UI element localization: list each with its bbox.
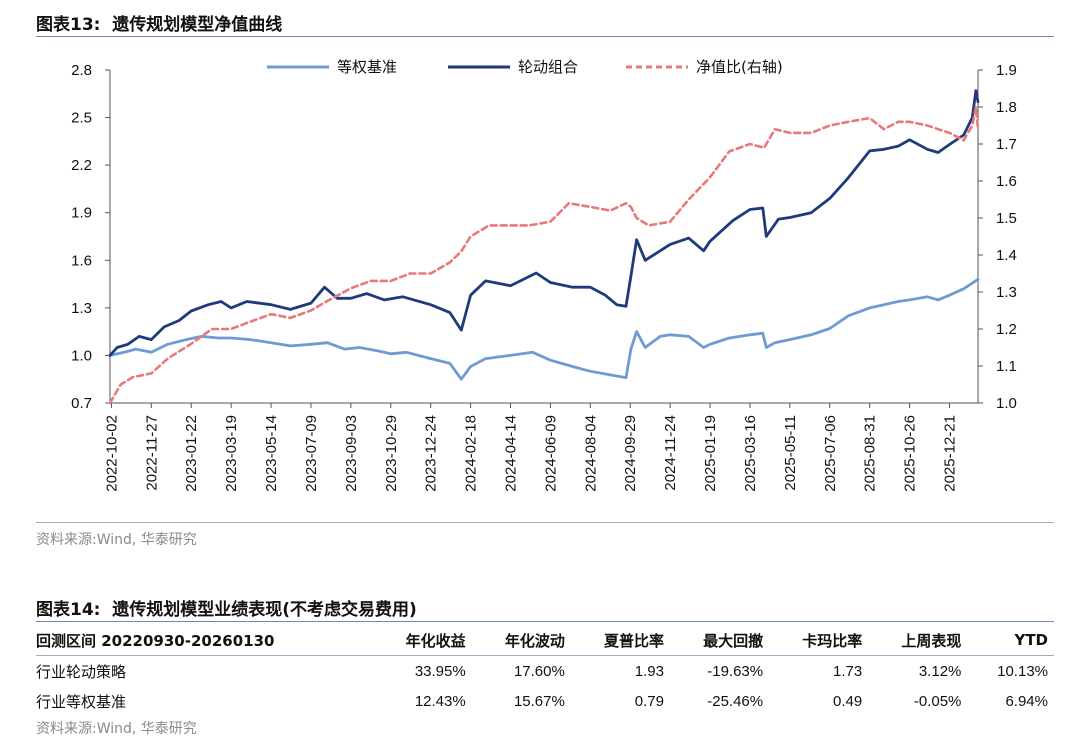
table-cell: 33.95%: [414, 662, 466, 680]
series-layer: [108, 89, 980, 405]
col-header-calmar: 卡玛比率: [802, 631, 863, 650]
right-tick-label: 1.0: [996, 395, 1017, 412]
figure-13-source: 资料来源:Wind, 华泰研究: [36, 532, 197, 548]
left-tick-label: 2.8: [71, 62, 92, 79]
table-header-row: 回测区间 20220930-20260130 年化收益 年化波动 夏普比率 最大…: [36, 625, 1054, 656]
row-label: 行业等权基准: [36, 692, 127, 711]
x-tick-label: 2025-08-31: [862, 415, 879, 492]
row-label: 行业轮动策略: [36, 662, 127, 681]
table-row: 行业等权基准 12.43% 15.67% 0.79 -25.46% 0.49 -…: [36, 686, 1054, 716]
table-cell: 12.43%: [414, 692, 466, 710]
table-cell: 10.13%: [997, 662, 1048, 680]
figure-14-source: 资料来源:Wind, 华泰研究: [36, 721, 197, 737]
x-tick-label: 2023-10-29: [383, 415, 400, 492]
right-tick-label: 1.9: [996, 62, 1017, 79]
axes-layer: 0.7 1.0 1.3 1.6 1.9 2.2 2.5 2.8 1.0 1.1 1.2 1.3 1.4 1…: [71, 62, 1017, 492]
right-tick-label: 1.1: [996, 358, 1017, 375]
table-top-rule: [36, 621, 1054, 622]
x-tick-label: 2025-07-06: [822, 415, 839, 492]
series-line-0: [108, 277, 980, 381]
left-tick-label: 1.0: [71, 347, 92, 364]
x-tick-label: 2024-02-18: [463, 415, 480, 492]
col-header-max-drawdown: 最大回撤: [703, 631, 764, 650]
table-cell: 1.93: [634, 662, 664, 680]
table-cell: 15.67%: [513, 692, 565, 710]
right-tick-label: 1.6: [996, 173, 1017, 190]
performance-table: 回测区间 20220930-20260130 年化收益 年化波动 夏普比率 最大…: [36, 625, 1054, 716]
table-row: 行业轮动策略 33.95% 17.60% 1.93 -19.63% 1.73 3…: [36, 656, 1054, 687]
right-tick-label: 1.5: [996, 210, 1017, 227]
x-tick-label: 2025-05-11: [782, 415, 799, 491]
title-underline: [36, 36, 1054, 37]
x-tick-label: 2025-10-26: [902, 415, 919, 492]
col-header-annual-vol: 年化波动: [504, 631, 565, 650]
x-tick-label: 2025-01-19: [702, 415, 719, 492]
x-tick-label: 2022-10-02: [103, 415, 120, 492]
x-tick-label: 2023-12-24: [423, 415, 440, 492]
x-tick-label: 2024-04-14: [503, 415, 520, 492]
x-tick-label: 2025-03-16: [742, 415, 759, 492]
table-cell: 6.94%: [1005, 692, 1048, 710]
legend-label-1: 轮动组合: [518, 58, 578, 76]
right-tick-label: 1.2: [996, 321, 1017, 338]
table-cell: 3.12%: [918, 662, 962, 680]
table-cell: -0.05%: [913, 692, 962, 710]
chart-bottom-rule: [36, 522, 1054, 523]
left-tick-label: 2.2: [71, 157, 92, 174]
x-tick-label: 2024-09-29: [622, 415, 639, 492]
series-line-1: [108, 89, 980, 357]
left-tick-label: 1.9: [71, 205, 92, 222]
left-tick-label: 1.6: [71, 252, 92, 269]
right-tick-label: 1.7: [996, 136, 1017, 153]
left-tick-label: 0.7: [71, 395, 92, 412]
left-tick-label: 2.5: [71, 110, 92, 127]
legend-label-2: 净值比(右轴): [696, 58, 783, 76]
table-cell: 17.60%: [513, 662, 565, 680]
x-tick-label: 2023-01-22: [183, 415, 200, 492]
x-tick-label: 2024-11-24: [662, 415, 679, 491]
col-header-ytd: YTD: [1014, 631, 1048, 649]
right-tick-label: 1.4: [996, 247, 1017, 264]
col-header-annual-return: 年化收益: [405, 631, 466, 650]
table-cell: 0.49: [833, 692, 863, 710]
table-cell: 1.73: [833, 662, 863, 680]
legend-label-0: 等权基准: [337, 58, 397, 76]
x-tick-label: 2023-05-14: [263, 415, 280, 492]
x-tick-label: 2023-09-03: [343, 415, 360, 492]
figure-14-title: 图表14: 遗传规划模型业绩表现(不考虑交易费用): [36, 600, 417, 620]
table-cell: 0.79: [634, 692, 664, 710]
col-header-sharpe: 夏普比率: [603, 631, 664, 650]
right-tick-label: 1.8: [996, 99, 1017, 116]
left-tick-label: 1.3: [71, 300, 92, 317]
nav-line-chart: 0.7 1.0 1.3 1.6 1.9 2.2 2.5 2.8 1.0 1.1 1.2 1.3 1.4 1…: [71, 58, 1017, 492]
x-tick-label: 2025-12-21: [941, 415, 958, 492]
x-tick-label: 2024-06-09: [542, 415, 559, 492]
table-cell: -19.63%: [707, 662, 764, 680]
col-header-period: 回测区间 20220930-20260130: [36, 631, 275, 650]
right-tick-label: 1.3: [996, 284, 1017, 301]
x-tick-label: 2022-11-27: [143, 415, 160, 491]
col-header-last-week: 上周表现: [901, 631, 962, 650]
x-tick-label: 2023-03-19: [223, 415, 240, 492]
legend: 等权基准 轮动组合 净值比(右轴): [267, 58, 783, 76]
x-tick-label: 2024-08-04: [582, 415, 599, 492]
x-tick-label: 2023-07-09: [303, 415, 320, 492]
table-cell: -25.46%: [707, 692, 764, 710]
figure-13-title: 图表13: 遗传规划模型净值曲线: [36, 15, 283, 35]
